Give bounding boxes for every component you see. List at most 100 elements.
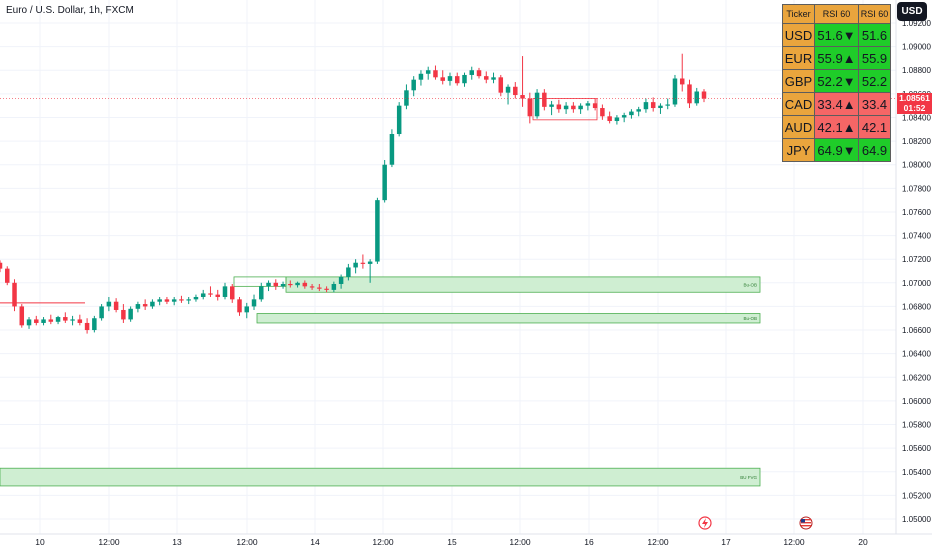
y-tick-label: 1.07600 bbox=[902, 208, 931, 217]
x-tick-label: 17 bbox=[721, 537, 731, 547]
candle-body bbox=[701, 91, 707, 99]
candle-body bbox=[592, 103, 598, 109]
candle-body bbox=[5, 268, 10, 283]
x-tick-label: 13 bbox=[172, 537, 182, 547]
candle-body bbox=[476, 70, 482, 77]
candle-body bbox=[215, 294, 220, 297]
x-tick-label: 12:00 bbox=[372, 537, 394, 547]
economic-event-icon[interactable] bbox=[698, 516, 712, 530]
ticker-cell: USD bbox=[782, 23, 815, 47]
x-tick-label: 16 bbox=[584, 537, 594, 547]
ticker-cell: CAD bbox=[782, 92, 815, 116]
zone-label: Bu-OB bbox=[743, 316, 757, 321]
candle-body bbox=[585, 103, 591, 106]
x-tick-label: 14 bbox=[310, 537, 320, 547]
candle-body bbox=[404, 90, 409, 106]
candle-body bbox=[135, 304, 141, 309]
candle-body bbox=[469, 70, 475, 75]
candle-body bbox=[542, 92, 547, 107]
y-tick-label: 1.05600 bbox=[902, 444, 931, 453]
table-row: GBP 52.2▼ 52.2 bbox=[782, 69, 891, 93]
candle-body bbox=[433, 70, 438, 78]
candle-body bbox=[418, 73, 424, 80]
zone-label: Bu-OB bbox=[743, 283, 757, 288]
y-tick-label: 1.05200 bbox=[902, 491, 931, 500]
y-tick-label: 1.08400 bbox=[902, 113, 931, 122]
time-axis[interactable]: 10 12:00 13 12:00 14 12:00 15 12:00 16 12:00 17 12:… bbox=[0, 533, 932, 547]
candle-body bbox=[389, 134, 395, 165]
candle-body bbox=[621, 115, 627, 118]
candle-body bbox=[128, 308, 133, 320]
candle-body bbox=[99, 306, 104, 319]
rsi-cell: 52.2▼ bbox=[814, 69, 859, 93]
table-row: JPY 64.9▼ 64.9 bbox=[782, 138, 891, 162]
candle-body bbox=[520, 95, 525, 99]
candle-body bbox=[280, 283, 286, 287]
x-tick-label: 20 bbox=[858, 537, 868, 547]
candle-body bbox=[229, 286, 235, 300]
candle-body bbox=[498, 77, 504, 93]
candle-body bbox=[171, 299, 177, 302]
price-axis[interactable]: 1.092001.090001.088001.086001.084001.082… bbox=[895, 0, 931, 534]
ticker-cell: JPY bbox=[782, 138, 815, 162]
candle-body bbox=[266, 282, 271, 287]
table-row: AUD 42.1▲ 42.1 bbox=[782, 115, 891, 139]
ticker-cell: AUD bbox=[782, 115, 815, 139]
ticker-cell: EUR bbox=[782, 46, 815, 70]
candle-body bbox=[309, 286, 315, 288]
y-tick-label: 1.09200 bbox=[902, 19, 931, 28]
currency-button[interactable]: USD bbox=[897, 2, 927, 21]
ticker-cell: GBP bbox=[782, 69, 815, 93]
rsi-cell: 42.1▲ bbox=[814, 115, 859, 139]
candle-body bbox=[142, 304, 148, 307]
candle-body bbox=[302, 282, 308, 287]
x-tick-label: 12:00 bbox=[509, 537, 531, 547]
y-tick-label: 1.07400 bbox=[902, 232, 931, 241]
candlestick-series bbox=[0, 53, 707, 334]
y-tick-label: 1.07000 bbox=[902, 279, 931, 288]
y-tick-label: 1.07800 bbox=[902, 184, 931, 193]
candle-body bbox=[84, 322, 90, 331]
y-tick-label: 1.06000 bbox=[902, 397, 931, 406]
candle-body bbox=[41, 319, 46, 323]
candle-body bbox=[55, 317, 61, 322]
y-tick-label: 1.06800 bbox=[902, 302, 931, 311]
candle-body bbox=[382, 164, 387, 201]
candle-body bbox=[244, 306, 250, 313]
candle-body bbox=[687, 84, 692, 104]
rsi-cell: 52.2 bbox=[858, 69, 891, 93]
candle-body bbox=[505, 86, 511, 93]
order-block-zone bbox=[256, 313, 761, 324]
candle-body bbox=[440, 77, 445, 81]
candle-body bbox=[491, 77, 496, 80]
rsi-cell: 51.6▼ bbox=[814, 23, 859, 47]
y-tick-label: 1.08000 bbox=[902, 161, 931, 170]
us-flag-event-icon[interactable] bbox=[799, 516, 813, 530]
rsi-cell: 64.9▼ bbox=[814, 138, 859, 162]
order-block-zone bbox=[285, 276, 761, 293]
candle-body bbox=[331, 283, 337, 290]
candle-body bbox=[643, 102, 649, 110]
order-block-zone bbox=[0, 467, 761, 487]
candle-body bbox=[360, 262, 366, 264]
candle-body bbox=[121, 309, 126, 320]
candle-body bbox=[26, 319, 32, 326]
order-block-outline bbox=[233, 276, 287, 287]
rsi-table: Ticker RSI 60 RSI 60 USD 51.6▼ 51.6 EUR … bbox=[782, 4, 891, 162]
candle-body bbox=[48, 319, 54, 322]
candle-body bbox=[19, 306, 25, 326]
candle-body bbox=[447, 76, 453, 81]
candle-body bbox=[77, 319, 83, 323]
candle-body bbox=[150, 301, 155, 307]
y-tick-label: 1.08200 bbox=[902, 137, 931, 146]
x-tick-label: 12:00 bbox=[98, 537, 120, 547]
candle-body bbox=[534, 92, 540, 117]
candle-body bbox=[259, 286, 264, 300]
candle-body bbox=[106, 301, 112, 307]
y-tick-label: 1.08800 bbox=[902, 66, 931, 75]
y-tick-label: 1.09000 bbox=[902, 43, 931, 52]
candle-body bbox=[34, 319, 39, 323]
header-ticker: Ticker bbox=[782, 4, 815, 24]
rsi-cell: 33.4 bbox=[858, 92, 891, 116]
